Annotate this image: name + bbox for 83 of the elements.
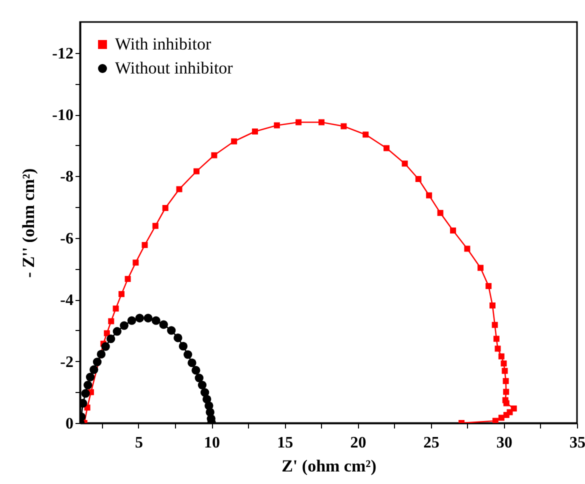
x-tick-label: 35 [570,434,585,452]
point [198,380,207,390]
point [144,314,152,322]
y-tick-label: -2 [60,354,74,371]
point [493,336,500,342]
point [132,260,139,266]
point [211,152,218,158]
point [415,176,422,182]
point [274,122,280,128]
point [500,360,507,366]
y-tick-label: 0 [66,416,74,432]
point [124,276,131,282]
point [450,228,456,234]
y-tick-label: -8 [60,168,74,186]
point [135,314,144,322]
point [86,372,95,382]
legend-label: With inhibitor [115,34,212,54]
point [81,389,90,398]
point [494,346,501,352]
legend-label: Without inhibitor [115,58,234,78]
point [112,306,119,312]
point [498,414,504,421]
y-tick-label: -12 [52,45,74,62]
point [492,322,498,328]
x-tick-label: 10 [204,434,220,452]
point [384,145,390,152]
point [502,368,508,374]
point [184,350,192,359]
point [252,128,258,135]
x-axis-title: Z' (ohm cm²) [282,456,376,476]
point [174,334,182,342]
point [478,264,484,271]
point [402,160,408,167]
point [178,342,188,351]
point [503,400,510,406]
point [176,186,182,192]
point [503,388,510,395]
point [162,205,168,211]
point [112,327,122,336]
point [167,326,176,335]
point [503,412,510,418]
x-tick-label: 20 [350,434,366,452]
point [492,418,498,423]
x-tick-label: 15 [277,434,294,452]
point [296,119,302,126]
point [437,210,444,216]
y-tick-label: -10 [52,107,74,124]
point [127,316,136,325]
x-tick-label: 30 [496,434,512,452]
point [486,283,492,290]
point [120,321,128,330]
point [152,222,158,229]
point [159,320,168,329]
point [192,366,200,375]
point [188,358,196,368]
point [90,365,98,374]
y-tick-label: -6 [60,230,74,248]
point [152,316,160,325]
point [80,398,88,408]
point [502,378,509,384]
point [194,374,204,382]
point [104,330,110,336]
y-axis-title: - Z'' (ohm cm²) [19,168,38,278]
point [318,119,324,126]
point [231,138,238,144]
point [362,132,369,138]
point [194,168,200,174]
point [464,246,470,252]
point [340,123,347,130]
x-tick-label: 5 [134,434,143,452]
point [92,358,102,366]
point [142,242,148,248]
point [106,334,116,344]
y-tick-label: -4 [60,292,74,310]
point [498,353,504,360]
point [108,318,114,324]
point [426,192,432,198]
point [490,302,496,308]
point [101,342,110,351]
point [118,291,125,298]
x-tick-label: 25 [423,434,440,452]
point [96,350,106,359]
point [84,380,92,390]
